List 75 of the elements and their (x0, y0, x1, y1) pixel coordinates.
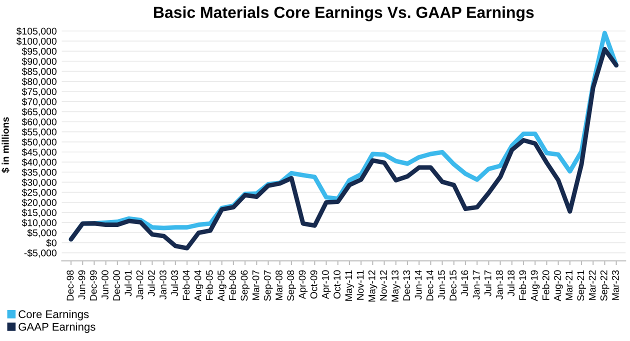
x-tick-label: Aug-04 (194, 270, 204, 302)
x-tick-label: Feb-04 (182, 270, 190, 300)
y-tick-label: $10,000 (22, 218, 56, 228)
y-tick-label: $105,000 (16, 27, 57, 36)
y-tick-label: $0 (46, 239, 56, 247)
x-tick-label: Jun-00 (102, 270, 108, 300)
x-tick-label: May-12 (368, 270, 378, 302)
x-tick-label: Sep-08 (287, 270, 296, 301)
chart-title: Basic Materials Core Earnings Vs. GAAP Earnings (154, 6, 534, 22)
y-tick-label: $50,000 (22, 138, 56, 147)
x-tick-label: Jun-15 (438, 270, 445, 300)
y-tick-label: $25,000 (22, 188, 56, 198)
x-tick-label: Feb-06 (228, 270, 236, 300)
x-tick-label: May-11 (345, 270, 354, 301)
x-tick-label: Sep-06 (240, 270, 250, 301)
y-tick-label: $40,000 (22, 158, 56, 167)
y-axis-title: $ in millions (2, 117, 10, 173)
legend-label: Core Earnings (18, 310, 89, 320)
x-tick-label: Jul-02 (148, 270, 155, 296)
x-tick-label: Aug-05 (218, 270, 226, 302)
x-tick-label: May-13 (392, 270, 400, 302)
x-tick-label: Jun-14 (414, 270, 422, 300)
legend-label: GAAP Earnings (18, 322, 96, 333)
y-tick-label: $80,000 (22, 78, 56, 86)
y-tick-label: $70,000 (22, 98, 56, 106)
x-tick-label: Mar-21 (566, 270, 573, 300)
x-tick-label: Jul-01 (124, 270, 132, 296)
x-tick-label: Aug-20 (554, 270, 563, 302)
x-tick-label: Jul-17 (484, 270, 492, 296)
y-tick-label: $65,000 (22, 108, 56, 116)
x-tick-label: Feb-19 (518, 270, 526, 300)
x-tick-label: Mar-07 (252, 270, 260, 300)
x-tick-label: Aug-19 (530, 270, 540, 302)
y-tick-label: $5,000 (27, 228, 56, 238)
y-tick-label: $45,000 (22, 148, 56, 157)
x-tick-label: Apr-10 (322, 270, 331, 300)
x-tick-label: Apr-09 (298, 270, 308, 300)
x-tick-label: Sep-21 (577, 270, 586, 301)
x-tick-label: Mar-22 (588, 270, 596, 300)
y-tick-label: $55,000 (22, 128, 56, 137)
x-tick-label: Mar-23 (612, 270, 619, 300)
x-tick-label: Jan-17 (472, 270, 480, 300)
x-tick-label: Jan-18 (496, 270, 503, 300)
y-tick-label: $90,000 (22, 58, 56, 66)
x-tick-label: Feb-20 (542, 270, 550, 300)
y-tick-label: $30,000 (22, 178, 56, 187)
x-tick-label: Feb-05 (206, 270, 213, 300)
x-tick-label: Dec-99 (90, 270, 97, 300)
x-tick-label: Jan-03 (160, 270, 166, 300)
y-tick-label: $20,000 (22, 198, 56, 208)
x-tick-label: Jan-02 (136, 270, 144, 300)
x-tick-label: Jul-03 (170, 270, 178, 296)
y-tick-label: -$5,000 (24, 249, 56, 258)
x-tick-label: Jul-18 (507, 270, 514, 296)
y-tick-label: $35,000 (22, 168, 56, 177)
y-tick-label: $75,000 (22, 88, 56, 96)
x-tick-label: Nov-12 (380, 270, 387, 300)
x-tick-label: Sep-22 (600, 270, 610, 301)
y-tick-label: $15,000 (22, 208, 56, 218)
x-tick-label: Dec-98 (66, 270, 74, 300)
x-tick-label: Mar-08 (276, 270, 282, 300)
x-tick-label: Oct-09 (310, 270, 318, 299)
x-tick-label: Dec-15 (450, 270, 456, 300)
x-tick-label: Nov-11 (356, 270, 364, 300)
x-tick-label: Jun-99 (78, 270, 86, 300)
x-tick-label: Dec-13 (403, 270, 410, 300)
x-tick-label: Sep-07 (264, 270, 273, 301)
y-tick-label: $95,000 (22, 47, 56, 56)
x-tick-label: Jul-16 (460, 270, 468, 296)
y-tick-label: $100,000 (16, 37, 57, 46)
x-tick-label: Oct-10 (334, 270, 340, 299)
x-tick-label: Dec-00 (113, 270, 120, 300)
y-tick-label: $60,000 (22, 118, 56, 127)
y-tick-label: $85,000 (22, 68, 56, 76)
x-tick-label: Dec-14 (426, 270, 434, 300)
